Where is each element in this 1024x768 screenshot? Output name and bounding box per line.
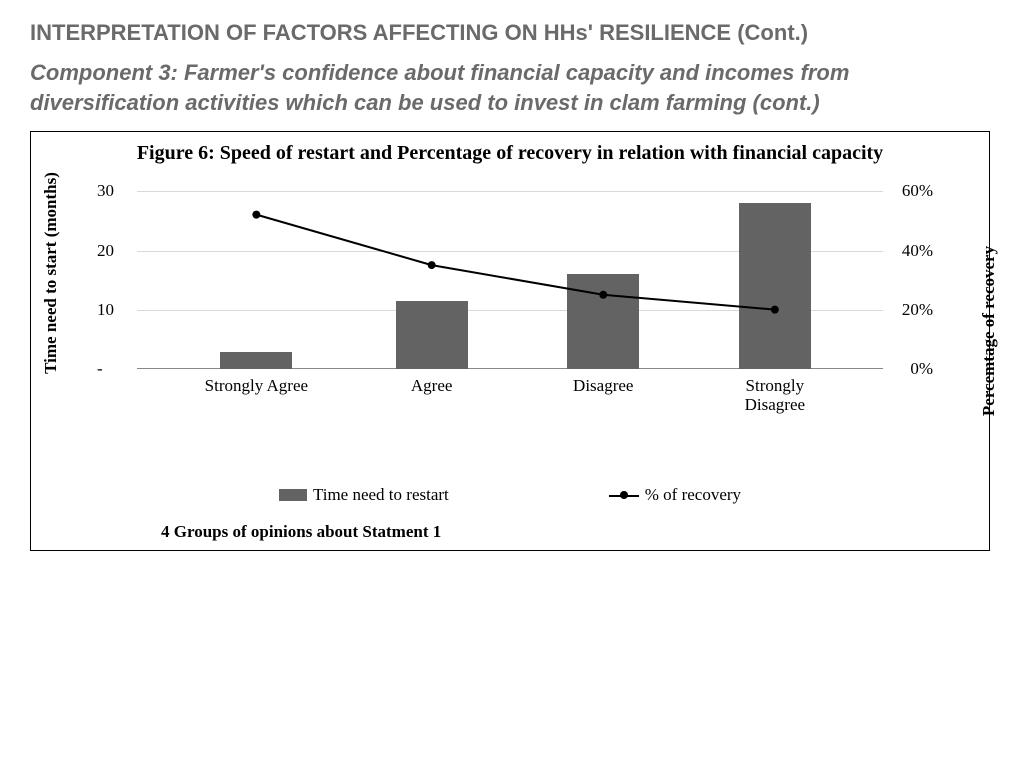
category-label: Agree bbox=[411, 377, 453, 396]
category-label: Strongly Disagree bbox=[745, 377, 805, 414]
category-label: Strongly Agree bbox=[205, 377, 308, 396]
y-right-tick: 60% bbox=[902, 181, 933, 201]
line-series bbox=[137, 179, 883, 369]
y-right-axis-label: Percemtage of recovery bbox=[979, 245, 999, 415]
bar-swatch-icon bbox=[279, 489, 307, 501]
legend-item-bars: Time need to restart bbox=[279, 485, 449, 505]
category-label: Disagree bbox=[573, 377, 633, 396]
line-swatch-icon bbox=[609, 488, 639, 502]
y-right-tick: 0% bbox=[910, 359, 933, 379]
y-left-tick: - bbox=[97, 359, 103, 379]
y-right-tick: 20% bbox=[902, 300, 933, 320]
figure-box: Figure 6: Speed of restart and Percentag… bbox=[30, 131, 990, 551]
section-title: INTERPRETATION OF FACTORS AFFECTING ON H… bbox=[30, 20, 994, 46]
plot-area: - 10 20 300%20%40%60%Strongly AgreeAgree… bbox=[137, 179, 883, 369]
chart-area: Time need to start (months) Percemtage o… bbox=[47, 169, 973, 429]
legend: Time need to restart % of recovery bbox=[47, 485, 973, 505]
chart-title: Figure 6: Speed of restart and Percentag… bbox=[47, 142, 973, 165]
y-left-tick: 20 bbox=[97, 241, 114, 261]
legend-item-line: % of recovery bbox=[609, 485, 741, 505]
y-left-axis-label: Time need to start (months) bbox=[41, 172, 61, 374]
legend-bars-label: Time need to restart bbox=[313, 485, 449, 505]
y-left-tick: 30 bbox=[97, 181, 114, 201]
y-right-tick: 40% bbox=[902, 241, 933, 261]
legend-line-label: % of recovery bbox=[645, 485, 741, 505]
x-axis-title: 4 Groups of opinions about Statment 1 bbox=[161, 522, 441, 542]
component-title: Component 3: Farmer's confidence about f… bbox=[30, 58, 994, 117]
y-left-tick: 10 bbox=[97, 300, 114, 320]
